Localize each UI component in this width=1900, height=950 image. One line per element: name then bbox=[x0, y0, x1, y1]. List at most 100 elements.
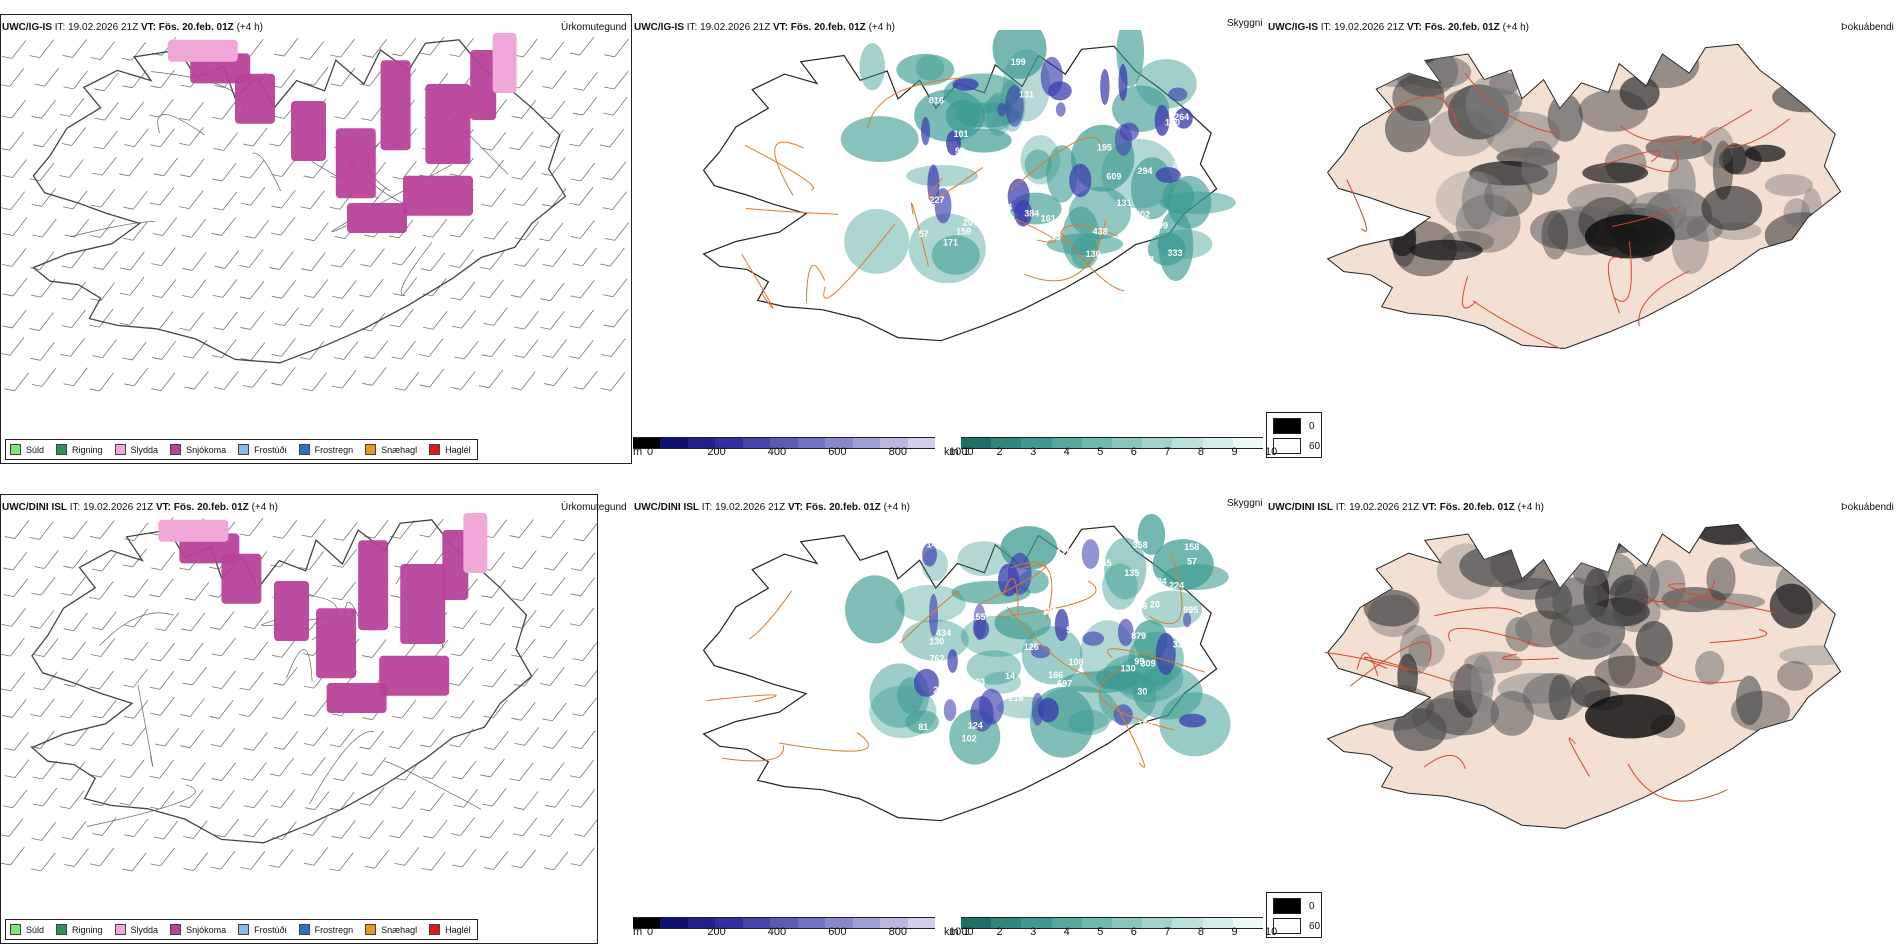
road-line bbox=[928, 167, 983, 200]
colorbar-tick-label: 7 bbox=[1164, 446, 1171, 458]
wind-barb bbox=[454, 340, 479, 360]
wind-barb bbox=[61, 821, 87, 840]
colorbar-segment bbox=[1142, 437, 1173, 449]
cloud-base-label: 155 bbox=[971, 612, 986, 622]
snow-area bbox=[335, 128, 376, 199]
cloud-base-label: 358 bbox=[1133, 540, 1148, 550]
wind-barb bbox=[602, 278, 628, 298]
fog-area bbox=[1521, 140, 1558, 196]
fog-area bbox=[1706, 557, 1736, 601]
fog-area bbox=[1384, 105, 1431, 153]
wind-barb bbox=[269, 757, 294, 777]
colorbar-segment bbox=[1081, 917, 1113, 929]
road-line bbox=[1502, 653, 1559, 661]
wind-barb bbox=[394, 847, 420, 866]
cloud-base-label: 108 bbox=[1068, 657, 1083, 667]
fog-area bbox=[1572, 554, 1611, 587]
fog-area bbox=[1428, 108, 1496, 157]
cloud-base-label: 45 bbox=[1101, 558, 1111, 568]
wind-barb bbox=[4, 520, 30, 539]
cloud-base-label: 446 bbox=[933, 146, 948, 156]
road-line bbox=[1107, 648, 1205, 673]
legend-item: Súld bbox=[10, 924, 44, 935]
colorbar-tick-label: 9 bbox=[1231, 446, 1238, 458]
colorbar-segment bbox=[687, 917, 716, 929]
wind-barb bbox=[149, 670, 175, 690]
cloud-panel-bottom: 20 532 558 81 65 99 130 25 30 216 158 224 110 134 103 6… bbox=[632, 510, 1272, 930]
wind-barb bbox=[209, 611, 235, 630]
wind-barb bbox=[328, 852, 354, 872]
legend-item: Snæhagl bbox=[365, 444, 417, 455]
wind-barb bbox=[183, 852, 208, 872]
wind-barb bbox=[1, 818, 24, 837]
wind-barb bbox=[481, 188, 506, 207]
cloud-area bbox=[896, 53, 955, 86]
sleet-area bbox=[463, 513, 488, 573]
wind-barb bbox=[94, 101, 119, 121]
wind-barb bbox=[483, 307, 508, 326]
legend-swatch bbox=[170, 924, 182, 935]
cloud-colorbar-top bbox=[961, 437, 1264, 449]
colorbar-tick-label: 10 bbox=[1265, 926, 1278, 938]
wind-barb bbox=[214, 250, 240, 269]
wind-barb bbox=[480, 251, 505, 270]
wind-barb bbox=[1, 248, 27, 267]
wind-barb bbox=[572, 697, 597, 717]
cloud-base-label: 183 bbox=[1024, 599, 1039, 609]
wind-barb bbox=[330, 38, 355, 58]
wind-barb bbox=[62, 39, 87, 58]
colorbar-segment bbox=[770, 437, 799, 449]
wind-barb bbox=[122, 69, 147, 89]
wind-barb bbox=[153, 157, 179, 177]
colorbar-tick-label: 200 bbox=[707, 926, 726, 938]
road-line bbox=[1346, 179, 1368, 232]
wind-barb bbox=[179, 312, 205, 331]
wind-barb bbox=[59, 159, 84, 178]
cloud-base-area bbox=[946, 130, 961, 156]
precip-map-bottom bbox=[1, 513, 597, 872]
cloud-area bbox=[859, 43, 886, 91]
wind-barb bbox=[513, 668, 539, 687]
wind-barb bbox=[243, 789, 269, 809]
fog-area bbox=[1567, 183, 1637, 217]
wind-barb bbox=[31, 368, 57, 387]
cloud-area bbox=[1096, 665, 1139, 690]
wind-barb bbox=[572, 642, 597, 661]
colorbar-tick-label: 1 bbox=[963, 926, 970, 938]
road-line bbox=[1448, 627, 1539, 646]
wind-barb bbox=[149, 186, 175, 206]
wind-barb bbox=[509, 131, 534, 151]
wind-barb bbox=[574, 819, 597, 837]
colorbar-segment bbox=[770, 917, 799, 929]
legend-label: Haglél bbox=[445, 444, 471, 455]
snow-area bbox=[403, 175, 473, 216]
wind-barb bbox=[30, 730, 55, 749]
road-line bbox=[1364, 656, 1461, 685]
legend-item: Frostregn bbox=[298, 924, 353, 935]
wind-barb bbox=[419, 338, 444, 357]
wind-barb bbox=[181, 762, 206, 781]
wind-barb bbox=[364, 519, 389, 539]
wind-barb bbox=[123, 190, 148, 210]
colorbar-tick-label: 1000 bbox=[949, 926, 974, 938]
legend-swatch bbox=[56, 924, 68, 935]
wind-barb bbox=[304, 697, 329, 717]
wind-barb bbox=[211, 637, 236, 657]
wind-barb bbox=[422, 277, 447, 297]
colorbar-tick-label: 0 bbox=[647, 446, 654, 458]
fog-area bbox=[1505, 616, 1532, 652]
wind-barb bbox=[574, 669, 597, 687]
cloud-base-label: 103 bbox=[1042, 606, 1057, 616]
cloud-area bbox=[844, 208, 910, 274]
wind-barb bbox=[213, 132, 239, 151]
cloud-base-label: 124 bbox=[968, 720, 983, 730]
wind-barb bbox=[240, 159, 265, 179]
cloud-title-top: Skyggni bbox=[1227, 18, 1263, 29]
wind-barb bbox=[362, 39, 387, 58]
wind-barb bbox=[601, 161, 627, 180]
wind-barb bbox=[150, 128, 175, 148]
wind-barb bbox=[242, 127, 268, 147]
colorbar-tick-label: 3 bbox=[1030, 926, 1037, 938]
cloud-base-label: 161 bbox=[1041, 213, 1056, 223]
